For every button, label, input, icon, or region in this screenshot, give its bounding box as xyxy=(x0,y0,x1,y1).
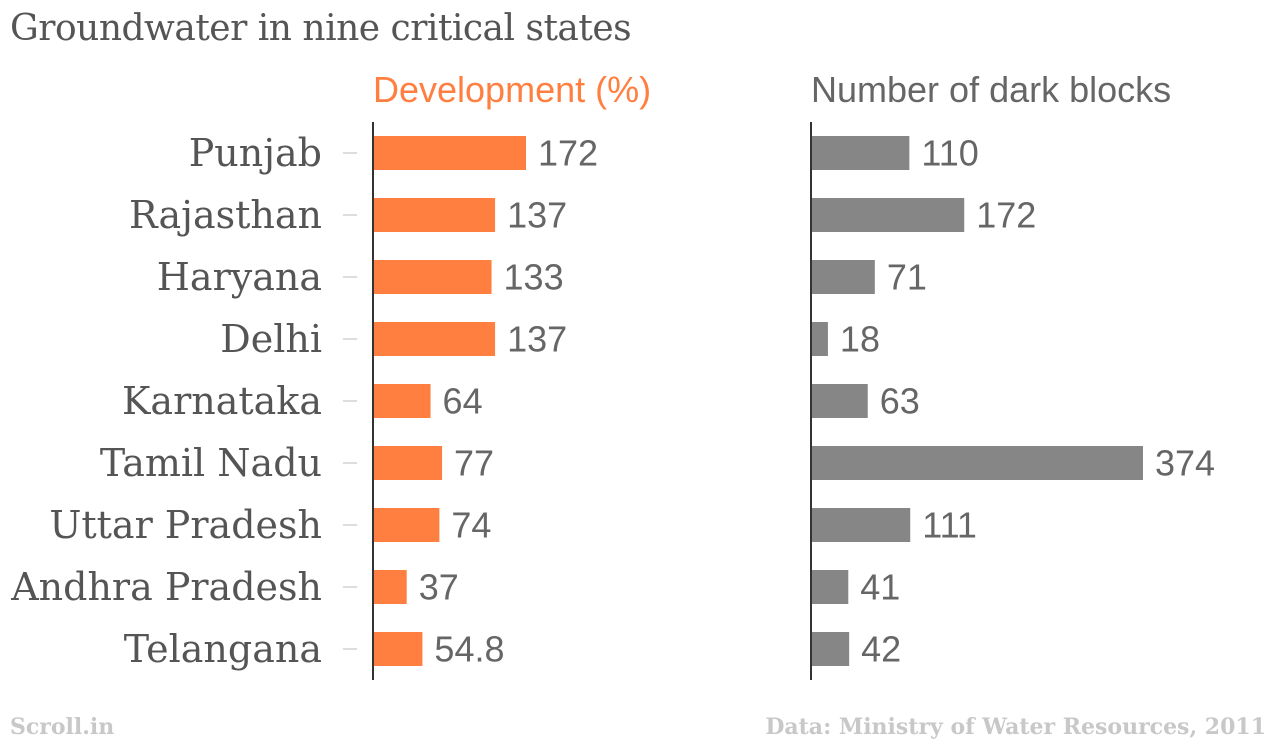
value-label-number-of-dark-blocks-delhi: 18 xyxy=(840,319,880,360)
bar-number-of-dark-blocks-karnataka xyxy=(812,384,868,418)
category-label-telangana: Telangana xyxy=(124,627,322,671)
category-label-tamil-nadu: Tamil Nadu xyxy=(100,441,322,485)
category-label-uttar-pradesh: Uttar Pradesh xyxy=(49,503,322,547)
category-label-punjab: Punjab xyxy=(189,131,322,175)
value-label-number-of-dark-blocks-uttar-pradesh: 111 xyxy=(922,505,977,546)
source-label: Scroll.in xyxy=(10,714,115,740)
chart-title: Groundwater in nine critical states xyxy=(10,8,632,49)
value-label-development-rajasthan: 137 xyxy=(507,195,567,236)
bar-number-of-dark-blocks-rajasthan xyxy=(812,198,965,232)
value-label-development-telangana: 54.8 xyxy=(434,629,504,670)
value-label-development-uttar-pradesh: 74 xyxy=(451,505,491,546)
bar-number-of-dark-blocks-uttar-pradesh xyxy=(812,508,911,542)
category-label-rajasthan: Rajasthan xyxy=(129,193,322,237)
value-label-development-haryana: 133 xyxy=(504,257,564,298)
value-label-development-tamil-nadu: 77 xyxy=(454,443,494,484)
bar-number-of-dark-blocks-haryana xyxy=(812,260,875,294)
value-label-number-of-dark-blocks-rajasthan: 172 xyxy=(976,195,1036,236)
bar-development-karnataka xyxy=(374,384,431,418)
bar-number-of-dark-blocks-telangana xyxy=(812,632,850,666)
value-label-development-punjab: 172 xyxy=(538,133,598,174)
value-label-number-of-dark-blocks-karnataka: 63 xyxy=(880,381,920,422)
value-label-number-of-dark-blocks-tamil-nadu: 374 xyxy=(1155,443,1215,484)
data-credit: Data: Ministry of Water Resources, 2011 xyxy=(765,714,1266,740)
category-labels: Punjab Rajasthan Haryana Delhi Karnataka Tami… xyxy=(10,131,357,671)
value-label-number-of-dark-blocks-haryana: 71 xyxy=(887,257,927,298)
bar-development-punjab xyxy=(374,136,526,170)
series-title-development: Development (%) xyxy=(373,69,651,110)
series-title-number-of-dark-blocks: Number of dark blocks xyxy=(811,69,1171,110)
category-label-andhra-pradesh: Andhra Pradesh xyxy=(10,565,322,609)
bar-number-of-dark-blocks-andhra-pradesh xyxy=(812,570,849,604)
value-label-number-of-dark-blocks-punjab: 110 xyxy=(921,133,978,174)
value-label-number-of-dark-blocks-telangana: 42 xyxy=(861,629,901,670)
category-label-haryana: Haryana xyxy=(157,255,322,299)
value-label-development-karnataka: 64 xyxy=(443,381,483,422)
bar-development-delhi xyxy=(374,322,496,356)
bar-development-rajasthan xyxy=(374,198,496,232)
bar-development-uttar-pradesh xyxy=(374,508,440,542)
value-label-development-delhi: 137 xyxy=(507,319,567,360)
value-label-development-andhra-pradesh: 37 xyxy=(419,567,459,608)
bar-development-haryana xyxy=(374,260,492,294)
bar-development-tamil-nadu xyxy=(374,446,443,480)
bar-number-of-dark-blocks-tamil-nadu xyxy=(812,446,1143,480)
category-label-karnataka: Karnataka xyxy=(122,379,322,423)
bar-development-telangana xyxy=(374,632,423,666)
panel-development: Development (%) 172 137 133 137 64 77 74 37 54.8 xyxy=(372,69,651,680)
category-label-delhi: Delhi xyxy=(220,317,322,361)
bar-number-of-dark-blocks-punjab xyxy=(812,136,910,170)
value-label-number-of-dark-blocks-andhra-pradesh: 41 xyxy=(860,567,900,608)
bar-development-andhra-pradesh xyxy=(374,570,407,604)
bar-number-of-dark-blocks-delhi xyxy=(812,322,828,356)
